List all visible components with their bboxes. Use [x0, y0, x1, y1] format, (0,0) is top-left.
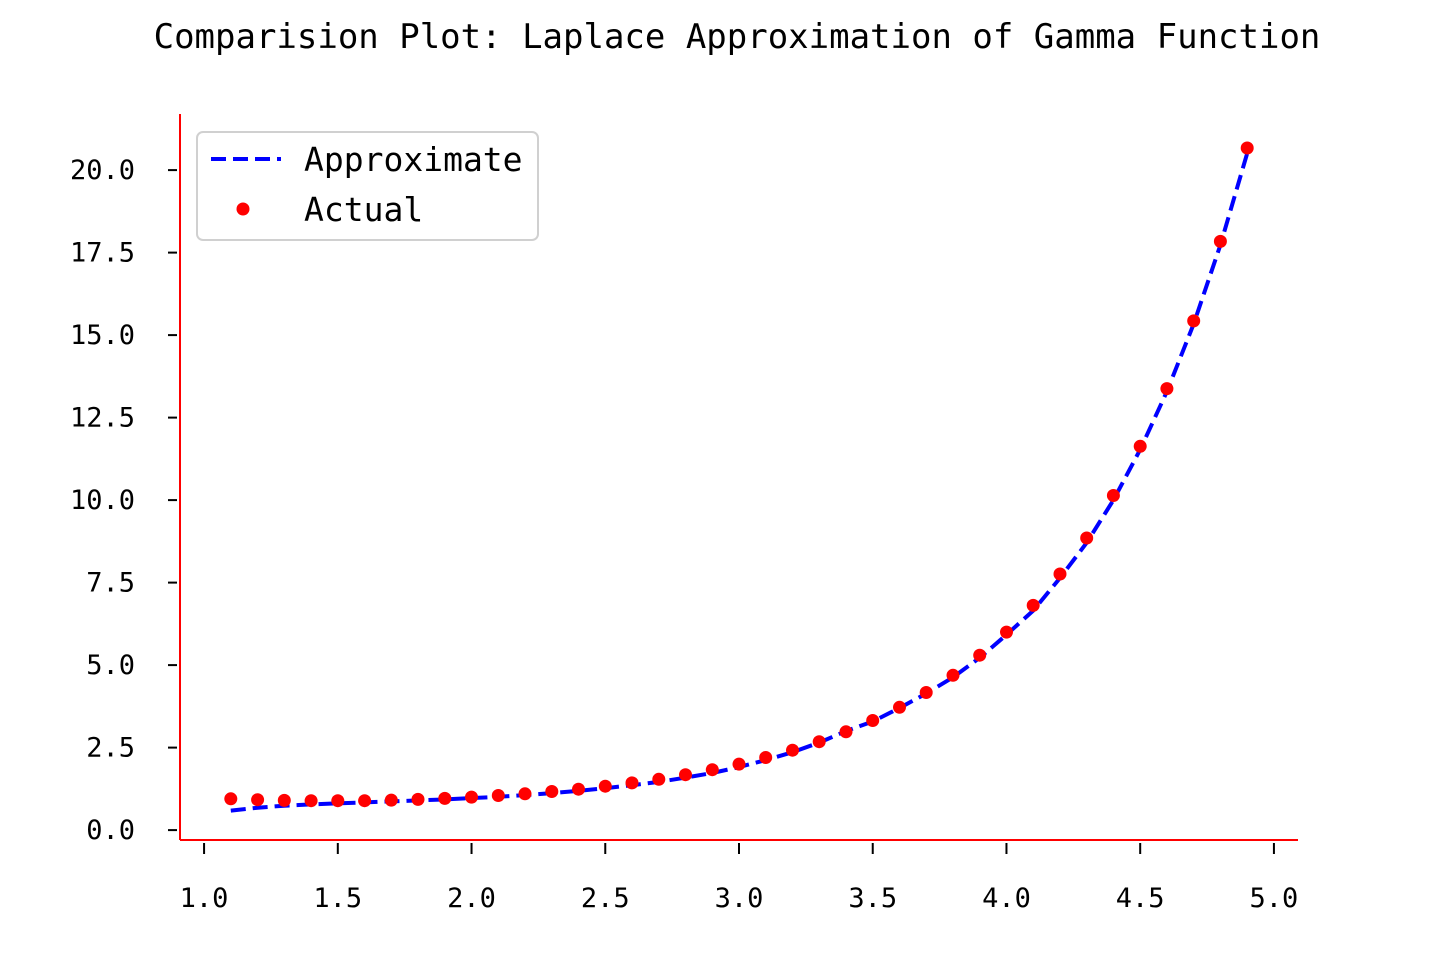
data-point-actual [625, 776, 639, 790]
data-point-actual [919, 686, 933, 699]
data-point-actual [893, 700, 906, 714]
data-point-actual [358, 794, 372, 808]
data-point-actual [1213, 234, 1227, 248]
y-tick-label: 0.0 [86, 815, 135, 846]
data-point-actual [438, 791, 452, 805]
data-point-actual [572, 782, 585, 796]
data-point-actual [759, 751, 773, 764]
data-point-actual [652, 772, 666, 786]
data-point-actual [1000, 625, 1013, 639]
data-point-actual [973, 648, 987, 662]
data-point-actual [384, 793, 398, 807]
x-tick-label: 4.0 [982, 883, 1031, 914]
data-point-actual [545, 785, 559, 798]
data-point-actual [518, 787, 532, 801]
data-point-actual [491, 789, 505, 802]
data-point-actual [1240, 141, 1254, 155]
x-tick-label: 5.0 [1250, 883, 1299, 914]
x-axis-ticks: 1.0 1.5 2.0 2.5 3.0 3.5 4.0 4.5 5.0 [180, 843, 1299, 914]
data-point-actual [251, 793, 265, 807]
data-point-actual [705, 763, 719, 777]
legend-box [196, 131, 539, 241]
data-point-actual [812, 735, 826, 749]
x-tick-label: 1.0 [180, 883, 229, 914]
legend-label-actual: Actual [304, 190, 423, 229]
legend: Approximate Actual [196, 131, 539, 241]
chart-axes [179, 114, 1298, 841]
data-point-actual [839, 725, 853, 739]
data-point-actual [1106, 489, 1120, 502]
data-point-actual [304, 794, 318, 808]
data-point-actual [1053, 567, 1067, 581]
data-point-actual [411, 792, 425, 806]
data-point-actual [277, 793, 291, 807]
data-point-actual [1026, 598, 1040, 612]
y-tick-label: 17.5 [70, 238, 135, 269]
data-point-actual [946, 668, 960, 682]
y-tick-label: 15.0 [70, 320, 135, 351]
chart-title: Comparision Plot: Laplace Approximation … [154, 17, 1321, 57]
y-tick-label: 5.0 [86, 650, 135, 681]
data-point-actual [224, 792, 238, 806]
y-tick-label: 7.5 [86, 568, 135, 599]
data-point-actual [786, 743, 799, 757]
x-tick-label: 4.5 [1116, 883, 1165, 914]
data-point-actual [1133, 439, 1147, 453]
legend-swatch-actual [236, 202, 250, 216]
data-point-actual [598, 779, 612, 793]
x-tick-label: 3.0 [715, 883, 764, 914]
y-axis-ticks: 0.0 2.5 5.0 7.5 10.0 12.5 15.0 17.5 20.0 [70, 155, 177, 846]
data-point-actual [465, 790, 478, 804]
data-point-actual [679, 768, 692, 782]
y-tick-label: 10.0 [70, 485, 135, 516]
data-point-actual [1080, 531, 1094, 545]
plot-area [224, 141, 1254, 813]
data-point-actual [1187, 314, 1201, 328]
data-point-actual [732, 757, 746, 771]
series-line-approximate [230, 152, 1250, 813]
y-tick-label: 20.0 [70, 155, 135, 186]
y-tick-label: 2.5 [86, 733, 135, 764]
x-tick-label: 3.5 [848, 883, 897, 914]
data-point-actual [1160, 382, 1174, 396]
x-tick-label: 1.5 [313, 883, 362, 914]
legend-label-approximate: Approximate [304, 140, 523, 179]
y-tick-label: 12.5 [70, 403, 135, 434]
data-point-actual [331, 794, 345, 808]
data-point-actual [866, 714, 880, 727]
x-tick-label: 2.0 [447, 883, 496, 914]
x-tick-label: 2.5 [581, 883, 630, 914]
